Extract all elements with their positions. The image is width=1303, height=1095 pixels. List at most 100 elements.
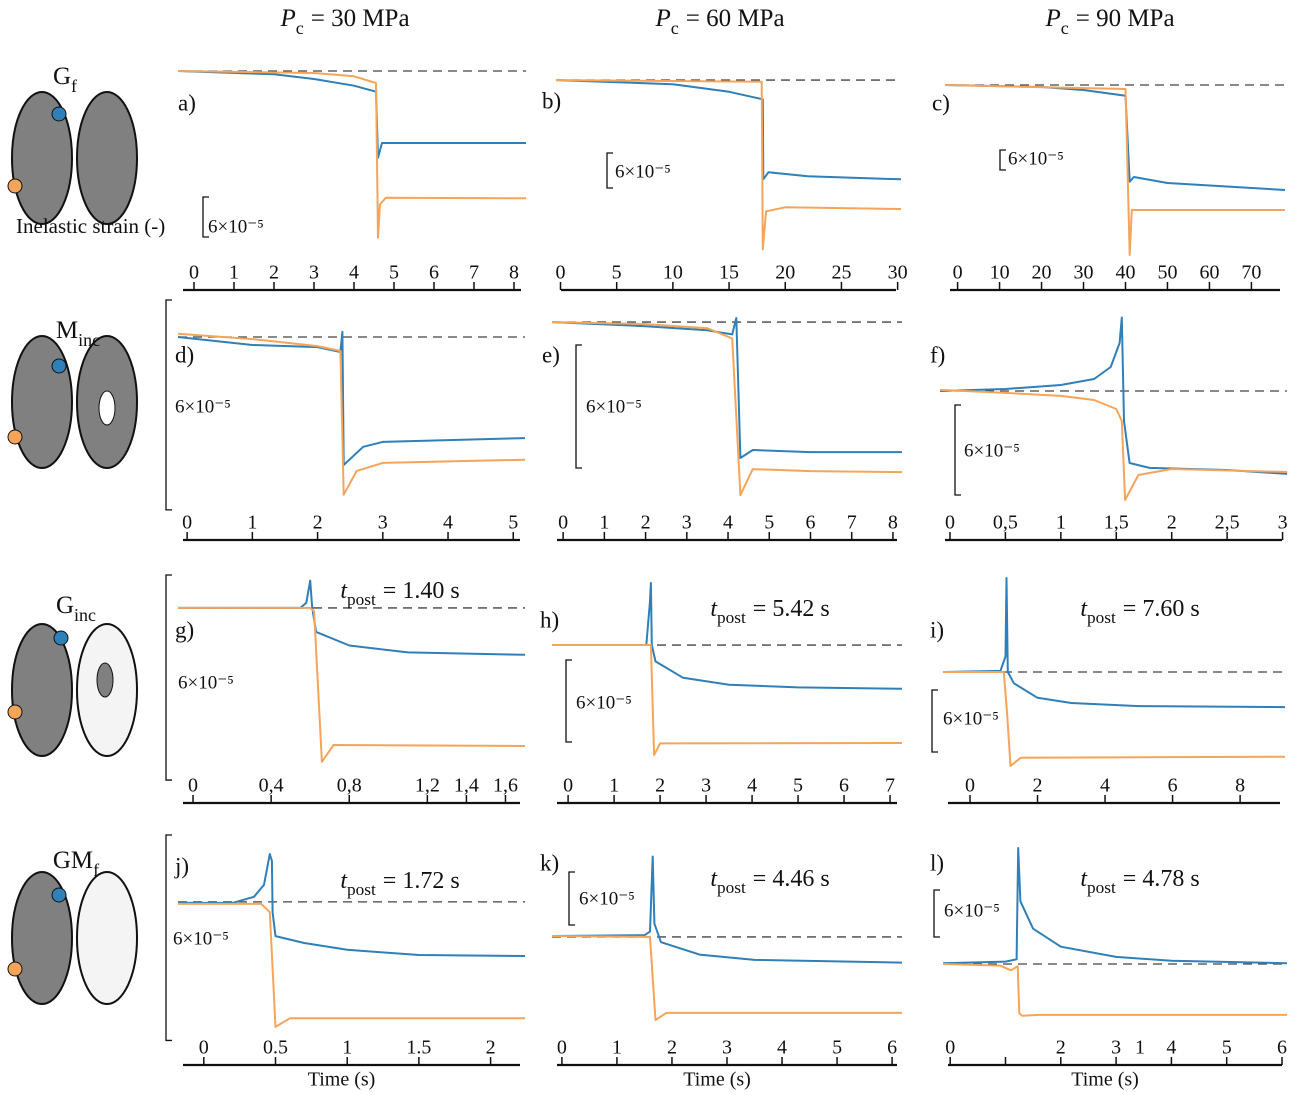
- column-header-part: P: [279, 5, 295, 32]
- scale-bar: [165, 834, 172, 1042]
- annotation-part: post: [347, 880, 376, 899]
- x-tick-label: 6: [429, 262, 439, 284]
- x-tick-label: 6: [839, 775, 849, 797]
- series-line: [942, 847, 1288, 965]
- x-tick-label: 0: [189, 262, 199, 284]
- x-tick-label: 0: [557, 1037, 567, 1059]
- panel-label: h): [540, 607, 559, 632]
- x-tick-label: 0: [188, 775, 198, 797]
- x-tick-label: 10: [990, 262, 1010, 284]
- column-header: Pc = 90 MPa: [1044, 5, 1174, 38]
- sample-left: [11, 623, 73, 757]
- scale-bar: [954, 404, 961, 496]
- x-tick-label: 5: [612, 262, 622, 284]
- x-tick-label: 2,5: [1215, 512, 1240, 534]
- scale-bar-label: 6×10⁻⁵: [615, 161, 671, 182]
- annotation-part: t: [340, 868, 348, 894]
- scale-bar-label: 6×10⁻⁵: [175, 396, 231, 417]
- series-line: [551, 321, 903, 497]
- series-line: [942, 963, 1287, 1017]
- x-tick-label: 5: [508, 512, 518, 534]
- scale-bar-label: 6×10⁻⁵: [964, 440, 1020, 461]
- row-label-part: inc: [74, 605, 96, 625]
- x-tick-label: 3: [378, 512, 388, 534]
- y-label: Inelastic strain (-): [16, 214, 165, 238]
- x-label: Time (s): [1071, 1069, 1139, 1091]
- x-tick-label: 8: [1235, 775, 1245, 797]
- x-tick-label: 70: [1241, 262, 1261, 284]
- panel-label: j): [174, 853, 189, 878]
- x-tick-label: 3: [1111, 1037, 1121, 1059]
- scale-bar-label: 6×10⁻⁵: [576, 692, 632, 713]
- scale-bar: [568, 871, 575, 926]
- x-tick-label: 0: [182, 512, 192, 534]
- x-tick-label: 4: [723, 512, 733, 534]
- annotation: tpost = 1.40 s: [340, 578, 459, 610]
- x-tick-label: 15: [719, 262, 739, 284]
- column-header-part: = 60 MPa: [686, 5, 785, 32]
- x-tick-label: 6: [1277, 1037, 1287, 1059]
- x-tick-label: 1.5: [406, 1037, 431, 1059]
- x-tick-label: 8: [509, 262, 519, 284]
- x-tick-label: 1: [599, 512, 609, 534]
- sensor-orange: [7, 961, 23, 977]
- annotation-part: post: [1087, 608, 1116, 627]
- sensor-blue: [51, 106, 67, 122]
- x-tick-label: 5: [389, 262, 399, 284]
- annotation-part: t: [1080, 596, 1088, 622]
- x-tick-label: 5: [1222, 1037, 1232, 1059]
- annotation-part: post: [717, 878, 746, 897]
- sensor-blue: [53, 630, 69, 646]
- x-tick-label: 0: [558, 512, 568, 534]
- x-tick-label: 1: [229, 262, 239, 284]
- annotation-part: t: [710, 866, 718, 892]
- series-line: [178, 579, 526, 656]
- scale-bar-label: 6×10⁻⁵: [1008, 148, 1064, 169]
- panel-label: e): [542, 342, 560, 367]
- inclusion: [98, 390, 116, 426]
- panel-label: i): [930, 617, 944, 642]
- x-tick-label: 5: [764, 512, 774, 534]
- scale-bar: [999, 149, 1006, 171]
- x-tick-label: 5: [832, 1037, 842, 1059]
- annotation-part: t: [710, 596, 718, 622]
- x-tick-label: 4: [747, 775, 757, 797]
- x-tick-label: 0: [945, 1037, 955, 1059]
- column-header-part: c: [1061, 18, 1069, 38]
- row-label: Gf: [53, 63, 77, 96]
- x-tick-label: 1: [247, 512, 257, 534]
- panel-label: a): [178, 90, 196, 115]
- sensor-blue: [51, 358, 67, 374]
- x-tick-label: 1: [609, 775, 619, 797]
- scale-bar-label: 6×10⁻⁵: [208, 216, 264, 237]
- annotation: tpost = 4.78 s: [1080, 866, 1199, 898]
- annotation: tpost = 4.46 s: [710, 866, 829, 898]
- panel-label: d): [175, 342, 194, 367]
- series-line: [944, 84, 1286, 191]
- panel-label: l): [930, 850, 944, 875]
- x-tick-label: 3: [309, 262, 319, 284]
- sample-left: [11, 335, 73, 469]
- x-tick-label: 2: [1056, 1037, 1066, 1059]
- x-tick-label: 3: [722, 1037, 732, 1059]
- series-line: [552, 644, 903, 757]
- series-line: [942, 577, 1286, 709]
- scale-bar: [933, 889, 940, 938]
- column-header: Pc = 30 MPa: [279, 5, 409, 38]
- x-tick-label: 40: [1115, 262, 1135, 284]
- panel-label: f): [930, 342, 945, 367]
- x-tick-label: 30: [1074, 262, 1094, 284]
- x-tick-label: 2: [486, 1037, 496, 1059]
- row-label-part: G: [56, 592, 74, 619]
- x-tick-label: 1,4: [454, 775, 479, 797]
- panel-label: g): [175, 617, 194, 642]
- x-tick-label: 2: [313, 512, 323, 534]
- row-label-part: inc: [78, 330, 100, 350]
- column-header: Pc = 60 MPa: [654, 5, 784, 38]
- axis-note: 1: [1135, 1037, 1145, 1059]
- scale-bar-label: 6×10⁻⁵: [173, 928, 229, 949]
- x-tick-label: 20: [1032, 262, 1052, 284]
- panel-label: b): [542, 88, 561, 113]
- series-line: [177, 332, 526, 496]
- x-tick-label: 6: [805, 512, 815, 534]
